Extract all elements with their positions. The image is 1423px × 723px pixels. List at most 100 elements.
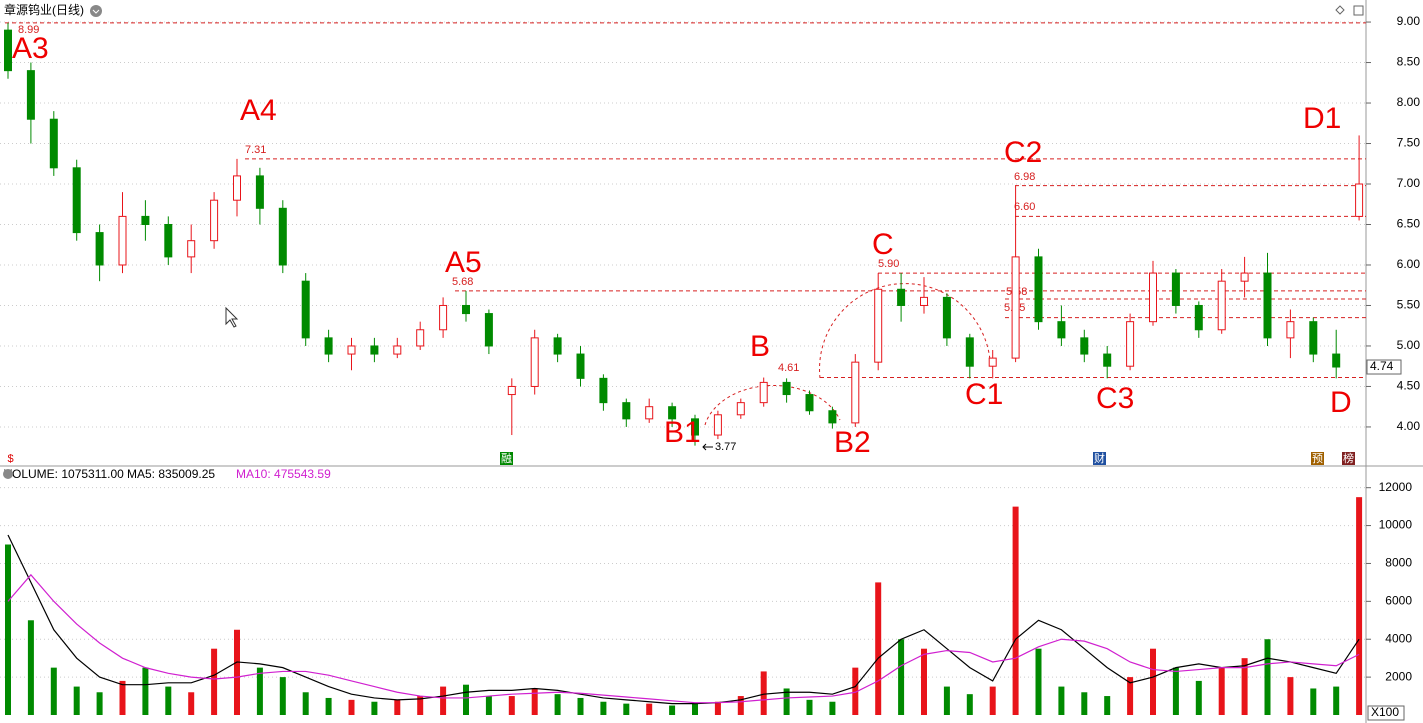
window-button[interactable]	[1353, 5, 1364, 16]
y-tick-label: 6.50	[1397, 217, 1421, 231]
y-tick-label: 10000	[1379, 518, 1413, 532]
event-icon[interactable]: 预	[1312, 452, 1323, 465]
volume-bar	[1218, 667, 1225, 715]
last-price: 4.74	[1370, 359, 1394, 373]
menu-button[interactable]	[90, 5, 102, 17]
candle-body	[393, 345, 402, 355]
event-icon[interactable]: 财	[1094, 451, 1105, 465]
arc-b	[704, 384, 841, 426]
annotation: D	[1330, 386, 1352, 419]
candle-body	[210, 199, 219, 242]
volume-bar	[669, 705, 676, 715]
candle-body	[805, 394, 814, 412]
volume-bar	[783, 688, 790, 715]
level-label: 3.77	[715, 441, 736, 453]
event-icon[interactable]: 融	[501, 452, 512, 465]
ma5-line	[7, 534, 1360, 705]
candle-body	[942, 296, 951, 339]
candle-body	[576, 353, 585, 379]
volume-bar	[1127, 677, 1134, 715]
volume-bar	[577, 697, 584, 715]
candle-body	[988, 357, 997, 367]
candle-body	[691, 418, 699, 436]
volume-bar	[531, 688, 538, 715]
volume-bar	[760, 671, 767, 715]
volume-bar	[211, 648, 218, 715]
candle-body	[713, 414, 722, 436]
candle-body	[484, 313, 493, 347]
candle-body	[1263, 272, 1272, 339]
candle-body	[1240, 272, 1249, 282]
volume-bar	[508, 696, 515, 715]
volume-bar	[1104, 696, 1111, 715]
ma10-legend: MA10: 475543.59	[236, 467, 331, 481]
volume-bar	[898, 639, 905, 715]
annotation: C1	[965, 378, 1003, 411]
y-tick-label: 5.50	[1397, 298, 1421, 312]
candle-body	[1011, 256, 1020, 359]
volume-legend: VOLUME: 1075311.00	[4, 467, 124, 481]
candle-body	[1217, 280, 1226, 331]
ma5-legend: MA5: 835009.25	[127, 467, 215, 481]
y-tick-label: 7.50	[1397, 136, 1421, 150]
volume-bar	[463, 684, 469, 715]
volume-bar	[485, 696, 492, 715]
event-icon-bg	[500, 452, 513, 465]
candle-body	[95, 232, 104, 266]
volume-bar	[1264, 639, 1271, 715]
candle-body	[416, 329, 425, 347]
candle-body	[965, 337, 974, 367]
event-icon-bg	[1342, 452, 1355, 465]
candle-body	[278, 207, 287, 266]
candle-body	[759, 381, 768, 404]
candle-body	[255, 175, 264, 209]
volume-bar	[623, 703, 630, 715]
candle-body	[507, 385, 516, 396]
event-icon[interactable]: 榜	[1343, 451, 1354, 465]
low-arrow	[702, 443, 713, 451]
y-tick-label: 7.00	[1397, 176, 1421, 190]
diamond-button[interactable]	[1335, 5, 1345, 15]
y-tick-label: 2000	[1385, 669, 1412, 683]
candle-body	[553, 337, 562, 355]
event-icon[interactable]: $	[7, 453, 13, 465]
volume-bar	[73, 686, 80, 715]
annotation: B1	[664, 416, 701, 449]
y-tick-label: 4000	[1385, 631, 1412, 645]
y-tick-label: 6.00	[1397, 257, 1421, 271]
volume-unit: X100	[1371, 705, 1399, 719]
candle-body	[920, 296, 928, 306]
volume-bar	[325, 697, 332, 715]
unit-box	[1367, 705, 1405, 721]
candle-body	[4, 29, 12, 72]
candle-body	[874, 288, 883, 363]
y-tick-label: 8.00	[1397, 95, 1421, 109]
annotation: C2	[1004, 136, 1042, 169]
volume-menu[interactable]	[3, 469, 13, 479]
candle-body	[1034, 256, 1043, 323]
volume-bar	[256, 667, 263, 715]
level-label: 5.68	[452, 276, 473, 288]
y-tick-label: 5.00	[1397, 338, 1421, 352]
event-icon-bg	[1311, 452, 1324, 465]
volume-bar	[188, 692, 195, 715]
candle-body	[622, 402, 631, 420]
volume-bar	[829, 701, 836, 715]
volume-bar	[1012, 506, 1019, 715]
volume-bar	[96, 692, 103, 715]
candle-body	[599, 377, 608, 404]
annotation: C	[872, 228, 894, 261]
candle-body	[26, 70, 35, 120]
level-label: 6.98	[1014, 171, 1035, 183]
annotation: D1	[1303, 102, 1341, 135]
volume-bar	[1356, 497, 1363, 715]
volume-bar	[1058, 686, 1065, 715]
volume-bar	[165, 686, 172, 715]
candle-body	[370, 345, 379, 355]
y-tick-label: 4.00	[1397, 419, 1421, 433]
volume-bar	[1241, 658, 1248, 715]
candle-body	[645, 406, 654, 420]
candle-body	[530, 337, 539, 387]
y-tick-label: 8000	[1385, 556, 1412, 570]
